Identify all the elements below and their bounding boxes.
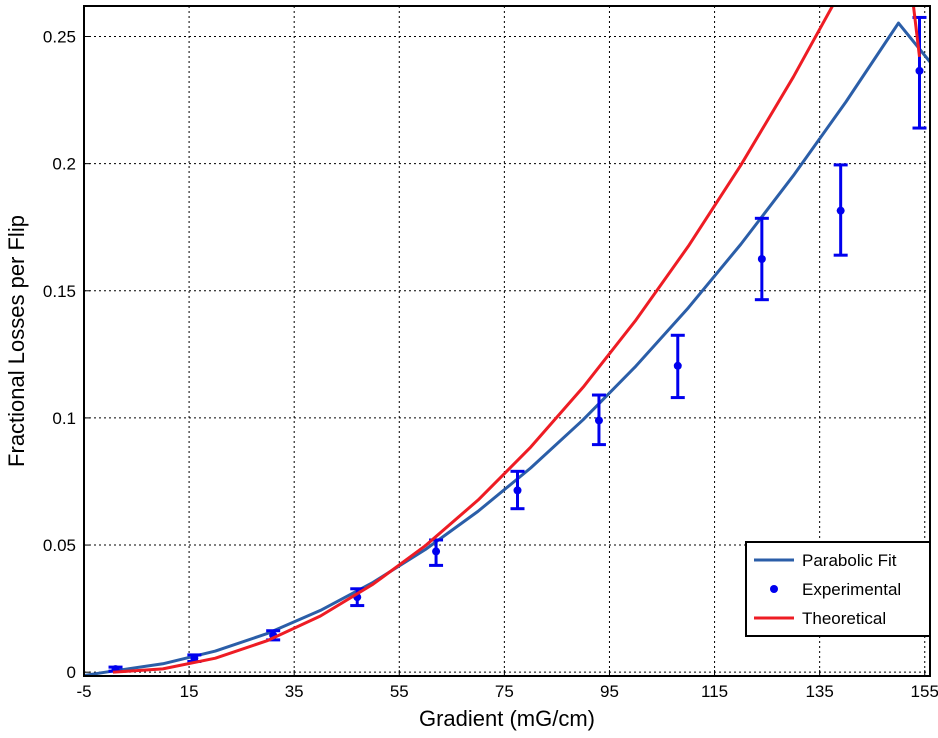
data-point — [513, 486, 522, 495]
x-tick-label: 55 — [390, 682, 409, 701]
x-axis-label: Gradient (mG/cm) — [419, 706, 595, 731]
data-point — [915, 66, 924, 75]
y-axis-label: Fractional Losses per Flip — [4, 215, 29, 467]
data-point — [594, 416, 603, 425]
y-tick-label: 0.1 — [52, 409, 76, 428]
x-tick-label: 35 — [285, 682, 304, 701]
grid — [84, 6, 930, 676]
y-tick-label: 0.25 — [43, 28, 76, 47]
theoretical-line — [112, 6, 921, 674]
x-tick-label: 155 — [911, 682, 938, 701]
x-tick-label: 75 — [495, 682, 514, 701]
data-point — [757, 254, 766, 263]
y-tick-label: 0 — [67, 663, 76, 682]
series-layer — [84, 6, 930, 676]
x-tick-label: 115 — [701, 682, 728, 701]
x-tick-label: 15 — [180, 682, 199, 701]
parabolic-fit-line — [84, 21, 930, 676]
data-point — [190, 654, 199, 663]
data-point — [432, 547, 441, 556]
x-tick-label: 135 — [805, 682, 833, 701]
y-tick-label: 0.2 — [52, 155, 76, 174]
legend-parabolic-fit-label: Parabolic Fit — [802, 551, 897, 570]
x-tick-label: -5 — [76, 682, 91, 701]
data-point — [836, 206, 845, 215]
x-tick-label: 95 — [600, 682, 619, 701]
y-tick-label: 0.05 — [43, 536, 76, 555]
data-point — [673, 361, 682, 370]
y-tick-label: 0.15 — [43, 282, 76, 301]
ticks: -5 15 35 55 75 95 115 135 155 0 0.05 0.1 0.15 0.2 0.25 — [43, 28, 938, 701]
legend-experimental-label: Experimental — [802, 580, 901, 599]
legend: Parabolic Fit Experimental Theoretical — [745, 541, 931, 637]
legend-experimental-swatch — [770, 585, 778, 593]
plot-frame — [83, 5, 931, 677]
legend-theoretical-label: Theoretical — [802, 609, 886, 628]
